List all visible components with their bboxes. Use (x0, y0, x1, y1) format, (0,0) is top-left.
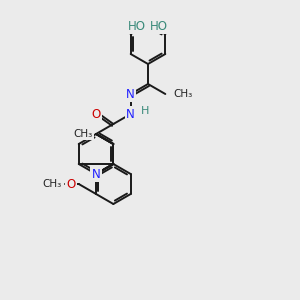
Text: N: N (92, 167, 100, 181)
Text: CH₃: CH₃ (173, 89, 193, 99)
Text: O: O (92, 107, 101, 121)
Text: N: N (126, 107, 135, 121)
Text: O: O (67, 178, 76, 190)
Text: H: H (141, 106, 149, 116)
Text: HO: HO (128, 20, 146, 32)
Text: N: N (126, 88, 135, 100)
Text: CH₃: CH₃ (74, 129, 93, 139)
Text: CH₃: CH₃ (43, 179, 62, 189)
Text: HO: HO (150, 20, 168, 32)
